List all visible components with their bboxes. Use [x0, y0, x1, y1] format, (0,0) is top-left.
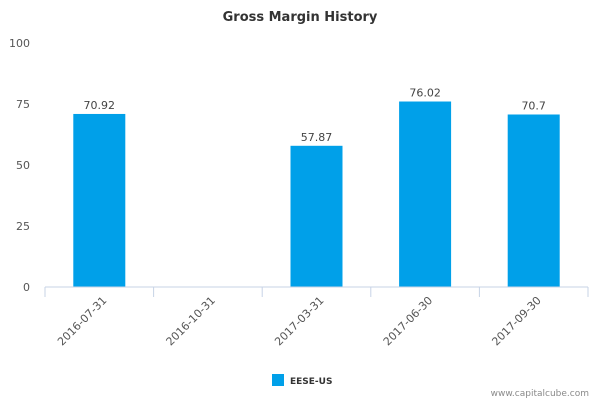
x-axis-labels: 2016-07-31 2016-10-31 2017-03-31 2017-06-30… — [55, 294, 544, 348]
bar[interactable] — [73, 113, 126, 287]
x-tick-label: 2017-09-30 — [489, 294, 543, 348]
legend-swatch — [272, 374, 284, 386]
bar[interactable] — [399, 101, 452, 287]
y-tick-label: 25 — [16, 220, 30, 233]
bars — [73, 101, 560, 287]
legend[interactable]: EESE-US — [272, 374, 332, 387]
y-tick-label: 75 — [16, 98, 30, 111]
x-tick-label: 2016-07-31 — [55, 294, 109, 348]
data-label: 70.92 — [84, 99, 116, 112]
watermark-text: www.capitalcube.com — [491, 389, 589, 399]
y-axis-labels: 0 25 50 75 100 — [9, 37, 30, 294]
data-label: 57.87 — [301, 131, 333, 144]
bar[interactable] — [507, 114, 560, 287]
data-label: 70.7 — [521, 99, 546, 112]
legend-label: EESE-US — [290, 377, 332, 387]
y-tick-label: 100 — [9, 37, 30, 50]
y-tick-label: 50 — [16, 159, 30, 172]
y-tick-label: 0 — [23, 281, 30, 294]
chart-title: Gross Margin History — [223, 10, 378, 25]
data-labels: 70.92 57.87 76.02 70.7 — [84, 87, 546, 144]
x-axis-ticks — [44, 287, 589, 297]
x-tick-label: 2017-03-31 — [272, 294, 326, 348]
x-tick-label: 2016-10-31 — [164, 294, 218, 348]
bar[interactable] — [290, 145, 343, 287]
x-tick-label: 2017-06-30 — [381, 294, 435, 348]
data-label: 76.02 — [409, 87, 441, 100]
